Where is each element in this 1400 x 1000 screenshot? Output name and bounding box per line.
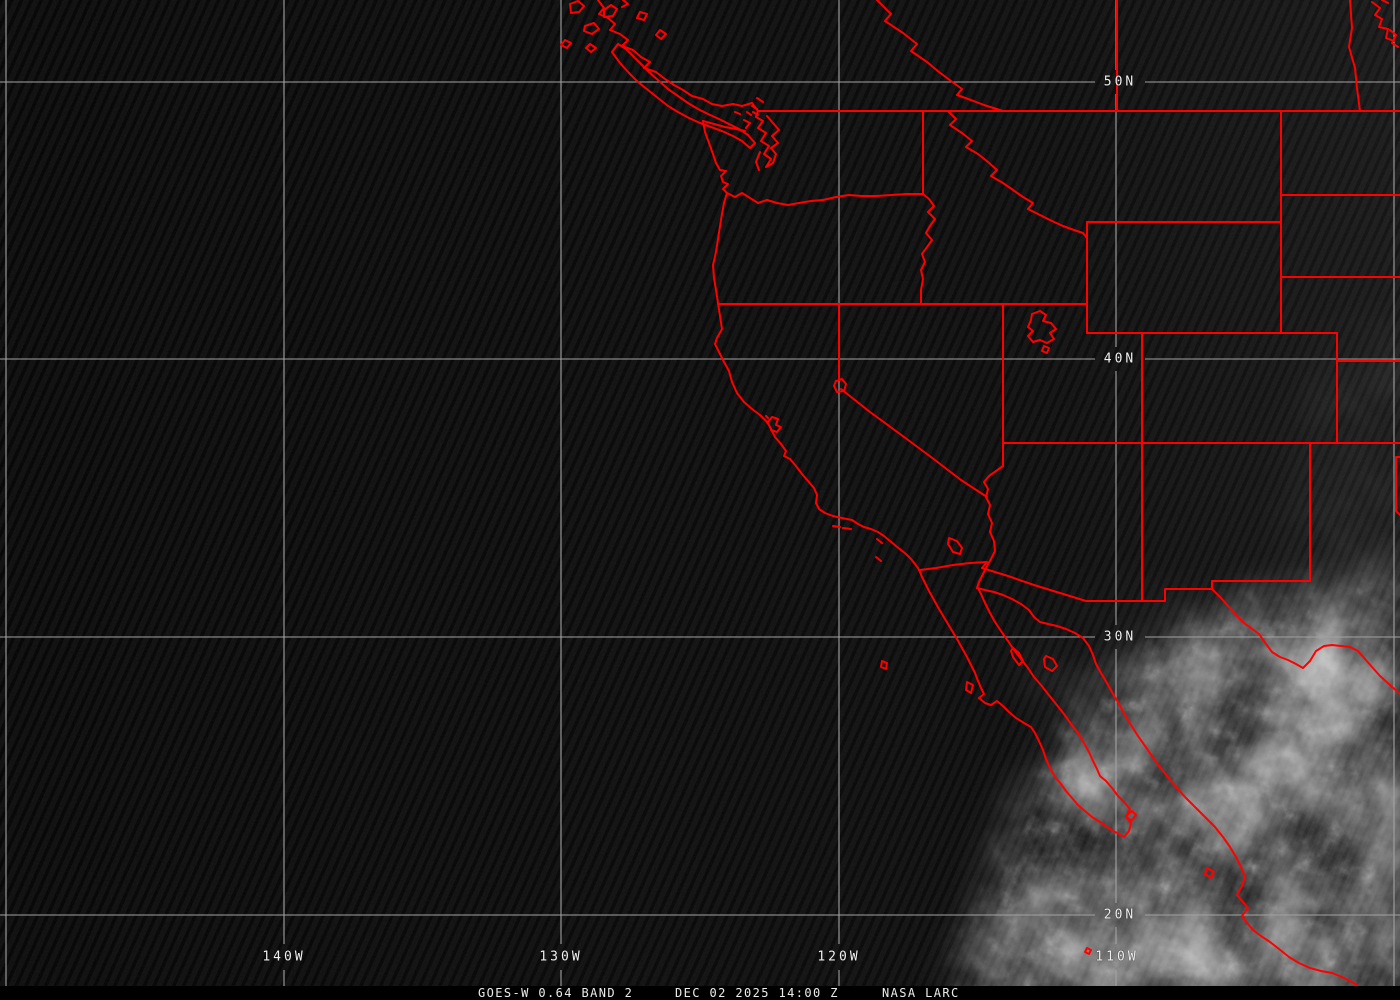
lat-label-50n: 50N: [1103, 74, 1137, 90]
border-nm-tx-32n: [1211, 580, 1311, 590]
caption-datetime: DEC 02 2025 14:00 Z: [675, 986, 839, 1000]
border-us-mexico: [919, 561, 1400, 695]
rio-grande: [1211, 588, 1400, 695]
border-ca-nv-diagonal: [840, 388, 988, 498]
lon-label-110w: 110W: [1095, 949, 1139, 965]
island-isabel: [1084, 947, 1092, 955]
graticule-lat-lines: [0, 81, 1400, 916]
lat-label-40n: 40N: [1103, 351, 1137, 367]
baja-california-peninsula: [919, 571, 1132, 838]
lon-label-120w: 120W: [817, 949, 861, 965]
island-sinaloa: [1204, 867, 1215, 879]
channel-islands: [765, 415, 883, 562]
border-sk-mb: [1348, 0, 1361, 112]
map-overlay: [560, 0, 1400, 988]
border-nm-bootheel: [1085, 588, 1213, 602]
caption-credit: NASA LARC: [882, 986, 960, 1000]
border-or-id-snake: [920, 193, 936, 305]
lon-label-130w: 130W: [539, 949, 583, 965]
coast-wa-or-ca: [702, 120, 921, 573]
border-az-sonora: [981, 567, 1087, 602]
lake-tahoe: [833, 378, 847, 393]
border-ok-tx-100w: [1395, 456, 1400, 516]
la-paz-bay: [1125, 810, 1137, 822]
graticule-lon-lines: [5, 0, 1395, 986]
strait-juan-de-fuca: [702, 120, 746, 132]
lat-label-30n: 30N: [1103, 629, 1137, 645]
great-salt-lake: [1027, 310, 1057, 354]
coastline-mexico: [880, 571, 1361, 988]
bc-coast-islands: [560, 0, 667, 53]
cloud-haze-texas: [1288, 318, 1400, 665]
manitoba-lakes: [1371, 0, 1399, 48]
vancouver-island: [611, 43, 756, 149]
island-cedros: [965, 681, 974, 694]
border-wa-or-columbia: [726, 192, 924, 206]
lakes: [833, 310, 1057, 555]
border-bc-ab: [876, 0, 1004, 112]
puget-sound: [746, 97, 780, 171]
borders-canada: [757, 0, 1400, 112]
cloud-bright-core: [1045, 638, 1400, 1000]
border-ca-baja: [919, 561, 988, 571]
gulf-of-california-islands: [1010, 647, 1058, 672]
island-guadalupe: [880, 660, 888, 670]
salton-sea: [947, 537, 963, 555]
lon-label-140w: 140W: [262, 949, 306, 965]
coastline-pacific-us: [702, 97, 921, 573]
caption-instrument: GOES-W 0.64 BAND 2: [478, 986, 634, 1000]
san-francisco-bay: [767, 416, 782, 433]
coast-sonora-sinaloa: [976, 587, 1361, 988]
border-id-mt: [947, 110, 1088, 239]
lat-label-20n: 20N: [1103, 907, 1137, 923]
caption-bar: GOES-W 0.64 BAND 2 DEC 02 2025 14:00 Z N…: [0, 986, 1400, 1000]
state-borders-us: [718, 110, 1400, 602]
